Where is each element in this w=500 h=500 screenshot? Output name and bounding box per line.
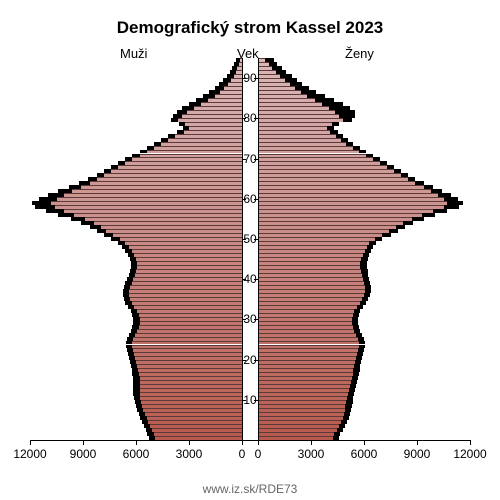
- x-tick-label: 9000: [404, 447, 431, 461]
- x-tick-label: 9000: [70, 447, 97, 461]
- x-tick: [258, 440, 259, 445]
- x-tick-label: 0: [255, 447, 262, 461]
- y-tick-label: 20: [243, 353, 256, 367]
- x-tick-label: 6000: [123, 447, 150, 461]
- y-tick-label: 80: [243, 111, 256, 125]
- y-tick-label: 10: [243, 393, 256, 407]
- y-axis-right: [258, 58, 259, 440]
- x-tick: [311, 440, 312, 445]
- source-footer: www.iz.sk/RDE73: [0, 482, 500, 496]
- x-tick: [417, 440, 418, 445]
- x-tick-label: 3000: [176, 447, 203, 461]
- y-tick-label: 30: [243, 312, 256, 326]
- x-tick-label: 0: [239, 447, 246, 461]
- x-tick-label: 3000: [298, 447, 325, 461]
- x-tick: [83, 440, 84, 445]
- x-tick: [189, 440, 190, 445]
- y-tick-label: 90: [243, 71, 256, 85]
- x-tick: [364, 440, 365, 445]
- y-tick-label: 40: [243, 272, 256, 286]
- x-tick: [30, 440, 31, 445]
- y-tick-label: 60: [243, 192, 256, 206]
- pyramid-plot: 0030003000600060009000900012000120001020…: [30, 58, 470, 440]
- y-tick-label: 50: [243, 232, 256, 246]
- x-tick-label: 12000: [13, 447, 46, 461]
- x-axis: [30, 440, 470, 441]
- x-tick-label: 6000: [351, 447, 378, 461]
- x-tick: [470, 440, 471, 445]
- x-tick-label: 12000: [453, 447, 486, 461]
- y-tick-label: 70: [243, 152, 256, 166]
- chart-title: Demografický strom Kassel 2023: [0, 18, 500, 38]
- x-tick: [136, 440, 137, 445]
- x-tick: [242, 440, 243, 445]
